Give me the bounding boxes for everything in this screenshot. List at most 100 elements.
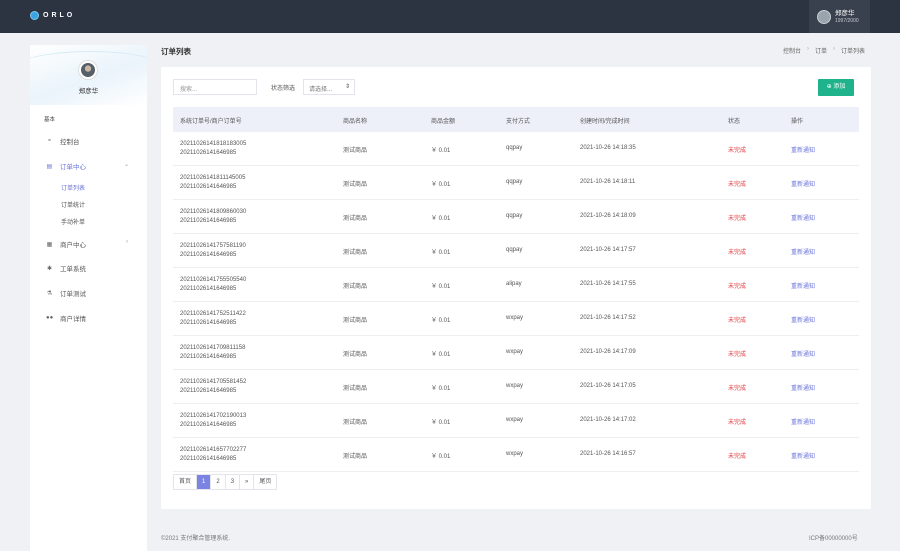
order-number-cell: 20211026141657702277 20211026141646985 [180,446,246,464]
sidebar-item-orders[interactable]: ▤ 订单中心 [46,161,86,172]
pagination-next[interactable]: » [240,475,255,489]
payment-method-cell: qqpay [506,247,523,253]
user-info: 郑彦华 1997/2000 [835,10,859,24]
renotify-link[interactable]: 重新通知 [791,182,816,188]
status-badge: 未完成 [728,250,747,256]
created-time-cell: 2021-10-26 14:17:55 [580,281,636,287]
pagination-page[interactable]: 2 [211,475,226,489]
column-header: 状态 [728,119,741,125]
merchant-order-number: 20211026141646985 [180,422,237,428]
sidebar-subitem-order-stats[interactable]: 订单统计 [61,203,86,209]
sidebar-item-label: 订单中心 [60,164,86,171]
amount-cell: ￥ 0.01 [431,250,451,256]
chevron-updown-icon: ⇕ [344,84,350,90]
merchant-order-number: 20211026141646985 [180,320,237,326]
chart-icon: ≈ [47,138,52,144]
created-time-cell: 2021-10-26 14:17:02 [580,417,636,423]
created-time-cell: 2021-10-26 14:18:09 [580,213,636,219]
user-menu[interactable]: 郑彦华 1997/2000 [809,0,870,33]
amount-cell: ￥ 0.01 [431,386,451,392]
merchant-order-number: 20211026141646985 [180,354,237,360]
status-badge: 未完成 [728,148,747,154]
pagination-page[interactable]: 3 [226,475,241,489]
merchant-order-number: 20211026141646985 [180,184,237,190]
doc-icon: ▦ [46,241,53,248]
breadcrumb-item[interactable]: 控制台 [783,49,802,55]
sidebar-item-merchant[interactable]: ▦ 商户中心 [46,239,86,250]
sidebar [30,45,147,551]
pagination-last[interactable]: 尾页 [259,479,272,485]
table-row: 20211026141818183005 20211026141646985 测试商… [173,132,859,166]
renotify-link[interactable]: 重新通知 [791,148,816,154]
sidebar-section-title: 基本 [44,117,56,123]
pagination: 首页 1 2 3 » 尾页 [173,474,278,490]
sidebar-user-name: 郑彦华 [78,88,99,95]
sidebar-subitem-manual-order[interactable]: 手动补单 [61,220,86,226]
status-filter-select[interactable]: 请选择... ⇕ [303,79,355,95]
renotify-link[interactable]: 重新通知 [791,318,816,324]
order-number-cell: 20211026141705581452 20211026141646985 [180,378,246,396]
amount-cell: ￥ 0.01 [431,352,451,358]
page-title: 订单列表 [161,47,191,56]
renotify-link[interactable]: 重新通知 [791,216,816,222]
table-row: 20211026141809860030 20211026141646985 测试商… [173,200,859,234]
renotify-link[interactable]: 重新通知 [791,420,816,426]
order-number-cell: 20211026141702190013 20211026141646985 [180,412,246,430]
payment-method-cell: wxpay [506,315,524,321]
product-name-cell: 测试商品 [343,216,368,222]
sidebar-item-tickets[interactable]: ✱ 工单系统 [46,263,86,274]
pagination-page[interactable]: 1 [197,475,212,489]
status-badge: 未完成 [728,182,747,188]
breadcrumb-item[interactable]: 订单 [815,49,828,55]
system-order-number: 20211026141709811158 [180,345,246,351]
footer-copyright: ©2021 支付聚合管理系统. [161,536,231,542]
sidebar-avatar[interactable] [79,61,97,79]
gear-icon: ✱ [46,265,53,272]
chevron-right-icon[interactable]: › [126,239,128,245]
logo-icon [30,11,39,20]
add-button[interactable]: ⊕ 添加 [818,79,854,96]
payment-method-cell: wxpay [506,383,524,389]
sidebar-item-order-test[interactable]: ⚗ 订单测试 [46,288,86,299]
column-header: 支付方式 [506,119,531,125]
logo-text: ORLO [43,12,76,19]
status-badge: 未完成 [728,420,747,426]
table-row: 20211026141702190013 20211026141646985 测试商… [173,404,859,438]
status-badge: 未完成 [728,318,747,324]
system-order-number: 20211026141752511422 [180,311,246,317]
order-number-cell: 20211026141709811158 20211026141646985 [180,344,245,362]
system-order-number: 20211026141811145005 [180,175,246,181]
created-time-cell: 2021-10-26 14:18:11 [580,179,636,185]
sidebar-item-label: 工单系统 [60,266,86,273]
table-row: 20211026141752511422 20211026141646985 测试商… [173,302,859,336]
sidebar-item-merchant-detail[interactable]: ●● 商户详情 [46,313,86,323]
renotify-link[interactable]: 重新通知 [791,386,816,392]
search-input[interactable]: 搜索... [173,79,257,95]
app-logo[interactable]: ORLO [30,11,75,20]
filter-select-value: 请选择... [309,87,333,93]
renotify-link[interactable]: 重新通知 [791,250,816,256]
sidebar-item-dashboard[interactable]: ≈ 控制台 [46,136,80,146]
pagination-first[interactable]: 首页 [174,475,198,489]
system-order-number: 20211026141757581190 [180,243,246,249]
sidebar-subitem-order-list[interactable]: 订单列表 [61,186,86,192]
amount-cell: ￥ 0.01 [431,318,451,324]
sidebar-item-label: 商户中心 [60,242,86,249]
breadcrumb: 控制台 › 订单 › 订单列表 [783,46,866,55]
merchant-order-number: 20211026141646985 [180,218,237,224]
renotify-link[interactable]: 重新通知 [791,352,816,358]
merchant-order-number: 20211026141646985 [180,252,237,258]
renotify-link[interactable]: 重新通知 [791,284,816,290]
amount-cell: ￥ 0.01 [431,182,451,188]
product-name-cell: 测试商品 [343,318,368,324]
created-time-cell: 2021-10-26 14:16:57 [580,451,636,457]
footer-icp[interactable]: ICP备00000000号 [809,536,858,542]
renotify-link[interactable]: 重新通知 [791,454,816,460]
created-time-cell: 2021-10-26 14:18:35 [580,145,636,151]
amount-cell: ￥ 0.01 [431,454,451,460]
user-subtitle: 1997/2000 [835,17,859,24]
payment-method-cell: wxpay [506,417,524,423]
payment-method-cell: alipay [506,281,522,287]
chevron-down-icon[interactable]: ⌄ [124,162,130,168]
system-order-number: 20211026141657702277 [180,447,247,453]
